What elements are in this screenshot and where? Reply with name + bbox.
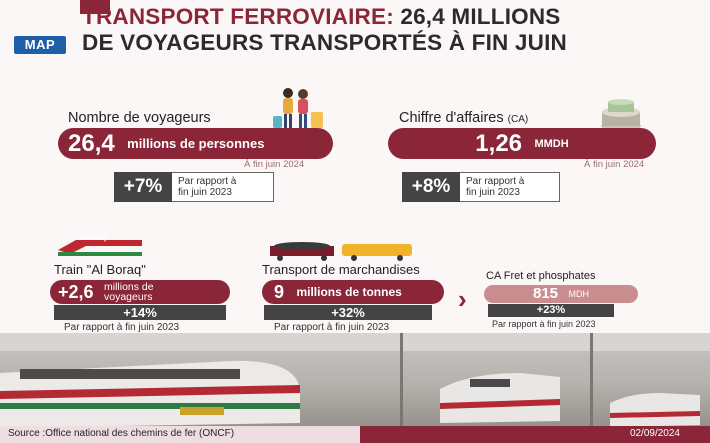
map-logo: MAP xyxy=(14,36,66,54)
freight-train-icon xyxy=(268,240,418,262)
ca-unit: MMDH xyxy=(534,137,569,150)
fret-compare: Par rapport à fin juin 2023 xyxy=(492,319,596,329)
source-text: Source :Office national des chemins de f… xyxy=(8,428,235,439)
fret-unit: MDH xyxy=(568,289,589,299)
ca-pct: +8% xyxy=(402,172,460,202)
marchandises-heading: Transport de marchandises xyxy=(262,262,420,277)
voyageurs-value-pill: 26,4 millions de personnes xyxy=(58,128,333,159)
title-part2: 26,4 MILLIONS xyxy=(393,4,561,29)
fret-value: 815 xyxy=(533,285,559,302)
voyageurs-pct: +7% xyxy=(114,172,172,202)
boraq-value-pill: +2,6 millions de voyageurs xyxy=(50,280,230,304)
ca-value: 1,26 xyxy=(475,130,523,157)
marchandises-pct: +32% xyxy=(264,305,432,320)
boraq-unit: millions de voyageurs xyxy=(104,281,154,303)
title-part1: TRANSPORT FERROVIAIRE: xyxy=(82,4,394,29)
boraq-pct: +14% xyxy=(54,305,226,320)
voyageurs-compare-line2: fin juin 2023 xyxy=(178,187,232,198)
top-accent-bar xyxy=(80,0,110,14)
marchandises-compare: Par rapport à fin juin 2023 xyxy=(274,322,390,333)
al-boraq-logo-text: Al boraq xyxy=(78,235,107,242)
ca-value-pill: 1,26 MMDH xyxy=(388,128,656,159)
marchandises-unit: millions de tonnes xyxy=(296,285,402,299)
voyageurs-unit: millions de personnes xyxy=(127,136,265,151)
boraq-compare: Par rapport à fin juin 2023 xyxy=(64,322,180,333)
ca-compare-line2: fin juin 2023 xyxy=(466,187,520,198)
ca-heading: Chiffre d'affaires (CA) xyxy=(399,110,528,126)
ca-compare: Par rapport à fin juin 2023 xyxy=(466,176,524,198)
page-title: TRANSPORT FERROVIAIRE: 26,4 MILLIONS DE … xyxy=(82,4,702,56)
fret-heading: CA Fret et phosphates xyxy=(486,270,596,282)
ca-heading-text: Chiffre d'affaires xyxy=(399,110,504,126)
voyageurs-compare-line1: Par rapport à xyxy=(178,176,237,187)
title-line2: DE VOYAGEURS TRANSPORTÉS À FIN JUIN xyxy=(82,30,567,55)
boraq-unit-line1: millions de xyxy=(104,281,154,293)
voyageurs-date-note: À fin juin 2024 xyxy=(244,159,305,170)
ca-heading-suffix: (CA) xyxy=(507,114,529,125)
ca-date-note: À fin juin 2024 xyxy=(584,159,645,170)
voyageurs-value: 26,4 xyxy=(68,130,115,157)
boraq-value: +2,6 xyxy=(58,282,94,302)
boraq-heading: Train "Al Boraq" xyxy=(54,262,146,277)
fret-value-pill: 815 MDH xyxy=(484,285,638,303)
ca-compare-line1: Par rapport à xyxy=(466,176,525,187)
voyageurs-compare: Par rapport à fin juin 2023 xyxy=(178,176,236,198)
money-icon xyxy=(598,98,644,132)
al-boraq-logo: Al boraq xyxy=(56,235,144,258)
publish-date: 02/09/2024 xyxy=(629,428,680,439)
voyageurs-heading: Nombre de voyageurs xyxy=(68,110,211,126)
marchandises-value: 9 xyxy=(274,282,285,302)
chevron-right-icon: › xyxy=(458,284,467,314)
boraq-unit-line2: voyageurs xyxy=(104,291,153,303)
travelers-icon xyxy=(268,86,328,130)
marchandises-value-pill: 9 millions de tonnes xyxy=(262,280,444,304)
footer-source-bg xyxy=(0,426,360,443)
fret-pct: +23% xyxy=(488,304,614,317)
